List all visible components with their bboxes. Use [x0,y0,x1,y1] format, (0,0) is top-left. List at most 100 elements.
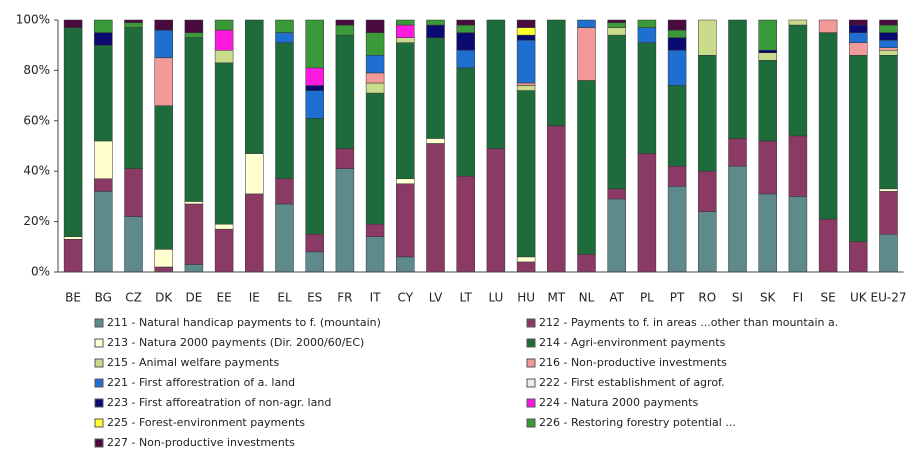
bar-segment [275,203,294,273]
legend-label: 223 - First afforeatration of non-agr. l… [107,396,331,409]
legend-label: 216 - Non-productive investments [539,356,727,369]
x-tick-label: CY [398,291,414,305]
bar-segment [788,24,808,137]
bar-segment [637,19,657,28]
bar-segment [607,27,626,36]
bar-segment [698,170,717,212]
bar-segment [456,32,475,51]
bar-segment [365,92,385,225]
bar-segment [154,249,173,268]
bar-segment [154,266,173,273]
legend-swatch [94,338,104,348]
bar-segment [818,32,838,220]
bar-segment [426,37,445,139]
x-tick-label: NL [579,291,595,305]
y-tick-label: 40% [23,164,50,178]
bar-segment [275,42,294,180]
legend-label: 213 - Natura 2000 payments (Dir. 2000/60… [107,336,364,349]
bar-segment [879,233,898,273]
x-tick-label: LU [488,291,503,305]
bar-segment [698,19,717,56]
x-tick-label: MT [547,291,565,305]
x-tick-label: PT [670,291,685,305]
bar-segment [305,90,324,119]
bar-segment [63,236,83,240]
bar-segment [94,191,113,273]
bar-segment [456,24,475,33]
bar-segment [607,188,626,200]
bar-segment [849,55,868,243]
bar-segment [879,55,898,190]
bar-segment [396,256,415,273]
bar-segment [879,24,898,33]
x-tick-label: SK [760,291,777,305]
legend-swatch [526,358,536,368]
bar-segment [396,42,415,180]
bar-segment [849,32,868,43]
y-tick-label: 20% [23,214,50,228]
y-tick-label: 60% [23,113,50,127]
legend-swatch [526,398,536,408]
bar-segment [758,19,777,51]
legend-swatch [94,398,104,408]
x-tick-label: ES [307,291,322,305]
y-tick-label: 0% [31,265,50,279]
x-tick-label: EU-27 [871,291,906,305]
bar-segment [154,57,173,106]
legend-swatch [94,438,104,448]
bar-segment [214,19,234,31]
bar-segment [516,27,536,36]
bar-segment [214,228,234,273]
legend-swatch [94,418,104,428]
bar-segment [758,60,777,142]
bar-segment [728,19,747,139]
x-tick-label: DK [155,291,173,305]
x-tick-label: LT [460,291,473,305]
x-tick-label: BE [65,291,81,305]
bar-segment [63,27,83,237]
bar-segment [818,19,838,33]
bar-segment [516,90,536,258]
legend-label: 224 - Natura 2000 payments [539,396,698,409]
bar-segment [849,19,868,26]
bar-segment [788,196,808,273]
bar-segment [124,27,143,169]
bar-segment [396,183,415,258]
x-tick-label: BG [95,291,112,305]
bar-segment [94,178,113,192]
x-tick-label: IE [249,291,260,305]
bar-segment [728,138,747,167]
bar-segment [818,218,838,273]
bar-segment [94,32,113,46]
x-tick-label: RO [698,291,716,305]
bar-segment [879,49,898,56]
bar-segment [245,19,264,154]
bar-segment [758,52,777,61]
bar-segment [305,118,324,235]
legend-swatch [526,318,536,328]
bar-segment [124,216,143,273]
bar-segment [305,251,324,273]
bar-segment [124,19,143,23]
bar-segment [124,22,143,28]
bar-segment [516,85,536,91]
bar-segment [94,19,113,33]
y-tick-label: 100% [16,13,50,27]
bar-segment [184,32,204,38]
bar-segment [849,42,868,56]
bar-segment [577,27,596,81]
bar-segment [63,238,83,273]
bar-segment [577,19,596,28]
legend-swatch [94,378,104,388]
bar-segment [879,39,898,48]
bar-segment [214,49,234,64]
bar-segment [758,49,777,54]
bar-segment [335,148,355,169]
bar-segment [335,34,355,149]
bar-segment [365,72,385,84]
bar-segment [335,168,355,273]
bar-segment [184,201,204,205]
bar-segment [184,264,204,273]
bar-segment [879,188,898,192]
bar-segment [396,19,415,26]
